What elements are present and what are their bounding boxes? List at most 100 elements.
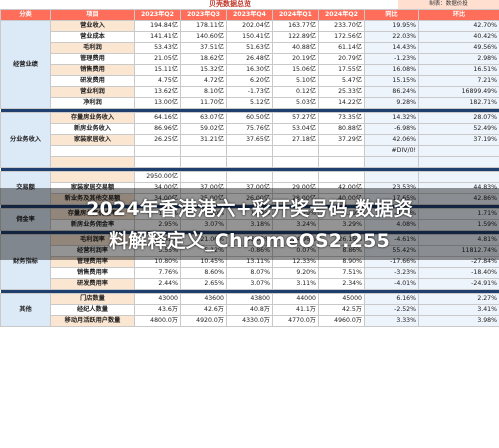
qoq-cell[interactable]: 42.86% (418, 193, 499, 205)
item-cell[interactable]: 销售费用率 (50, 267, 135, 279)
value-cell[interactable]: 64.16亿 (134, 112, 181, 124)
value-cell[interactable]: 6.20亿 (226, 75, 273, 87)
qoq-cell[interactable]: 3.41% (418, 304, 499, 316)
value-cell[interactable]: 26.48亿 (226, 53, 273, 65)
value-cell[interactable]: 5.10亿 (272, 75, 319, 87)
qoq-cell[interactable]: 49.56% (418, 42, 499, 54)
qoq-cell[interactable]: 28.07% (418, 112, 499, 124)
value-cell[interactable]: 150.41亿 (226, 31, 273, 43)
value-cell[interactable]: 42.5万 (318, 304, 365, 316)
value-cell[interactable]: 4.72亿 (180, 75, 227, 87)
value-cell[interactable]: 7.76% (134, 267, 181, 279)
value-cell[interactable]: 2.65% (180, 278, 227, 290)
item-cell[interactable]: 营业收入 (50, 20, 135, 32)
value-cell[interactable]: -1.73亿 (226, 86, 273, 98)
value-cell[interactable]: 141.41亿 (134, 31, 181, 43)
qoq-cell[interactable]: 7.21% (418, 75, 499, 87)
qoq-cell[interactable] (418, 145, 499, 157)
value-cell[interactable]: 5.03亿 (272, 97, 319, 109)
yoy-cell[interactable]: -2.52% (364, 304, 419, 316)
value-cell[interactable]: 3.11% (272, 278, 319, 290)
value-cell[interactable]: 43000 (134, 293, 181, 305)
item-cell[interactable] (50, 145, 135, 157)
value-cell[interactable]: 8.60% (180, 267, 227, 279)
value-cell[interactable]: 15.11亿 (134, 64, 181, 76)
item-cell[interactable]: 研发费用 (50, 75, 135, 87)
yoy-cell[interactable]: 15.15% (364, 75, 419, 87)
value-cell[interactable]: 25.33亿 (318, 86, 365, 98)
qoq-cell[interactable]: 1.59% (418, 219, 499, 231)
item-cell[interactable] (50, 156, 135, 168)
item-cell[interactable]: 经纪人数量 (50, 304, 135, 316)
value-cell[interactable]: 59.02亿 (180, 123, 227, 135)
qoq-cell[interactable]: 16899.49% (418, 86, 499, 98)
qoq-cell[interactable]: 16.51% (418, 64, 499, 76)
yoy-cell[interactable]: 14.32% (364, 112, 419, 124)
item-cell[interactable]: 存量房业务收入 (50, 112, 135, 124)
value-cell[interactable]: 18.62亿 (180, 53, 227, 65)
value-cell[interactable]: 73.35亿 (318, 112, 365, 124)
value-cell[interactable] (272, 171, 319, 183)
value-cell[interactable]: 0.12亿 (272, 86, 319, 98)
qoq-cell[interactable] (418, 171, 499, 183)
category-cell[interactable]: 其他 (0, 293, 51, 327)
value-cell[interactable]: 7.51% (318, 267, 365, 279)
value-cell[interactable]: 26.25亿 (134, 134, 181, 146)
category-cell[interactable]: 财务指标 (0, 234, 51, 290)
value-cell[interactable]: 4.75亿 (134, 75, 181, 87)
value-cell[interactable]: 53.04亿 (272, 123, 319, 135)
value-cell[interactable]: 27.18亿 (272, 134, 319, 146)
value-cell[interactable]: 3.07% (226, 278, 273, 290)
value-cell[interactable]: 2950.00亿 (134, 171, 181, 183)
category-cell[interactable]: 佣金率 (0, 208, 51, 231)
value-cell[interactable]: 43800 (226, 293, 273, 305)
value-cell[interactable] (226, 156, 273, 168)
item-cell[interactable]: 营业利润 (50, 86, 135, 98)
value-cell[interactable] (318, 171, 365, 183)
yoy-cell[interactable] (364, 171, 419, 183)
qoq-cell[interactable]: -18.40% (418, 267, 499, 279)
value-cell[interactable]: 3.29% (318, 219, 365, 231)
value-cell[interactable]: 28.00亿 (272, 193, 319, 205)
value-cell[interactable]: 42.6万 (180, 304, 227, 316)
qoq-cell[interactable]: 40.42% (418, 31, 499, 43)
item-cell[interactable]: 管理费用 (50, 53, 135, 65)
item-cell[interactable]: 营业成本 (50, 31, 135, 43)
value-cell[interactable]: 140.60亿 (180, 31, 227, 43)
column-header[interactable]: 2023年Q2 (134, 9, 181, 21)
yoy-cell[interactable]: 14.43% (364, 42, 419, 54)
value-cell[interactable] (318, 156, 365, 168)
value-cell[interactable]: 11.70亿 (180, 97, 227, 109)
value-cell[interactable]: 202.04亿 (226, 20, 273, 32)
value-cell[interactable] (272, 145, 319, 157)
value-cell[interactable]: 44000 (272, 293, 319, 305)
category-cell[interactable]: 分业务收入 (0, 112, 51, 168)
qoq-cell[interactable]: 2.27% (418, 293, 499, 305)
value-cell[interactable]: 21.05亿 (134, 53, 181, 65)
value-cell[interactable]: 172.56亿 (318, 31, 365, 43)
qoq-cell[interactable]: 37.19% (418, 134, 499, 146)
value-cell[interactable]: 5.47亿 (318, 75, 365, 87)
yoy-cell[interactable]: -4.01% (364, 278, 419, 290)
value-cell[interactable]: 2.44% (134, 278, 181, 290)
value-cell[interactable]: 8.10亿 (180, 86, 227, 98)
qoq-cell[interactable]: 2.98% (418, 53, 499, 65)
yoy-cell[interactable]: 22.03% (364, 31, 419, 43)
item-cell[interactable]: 销售费用 (50, 64, 135, 76)
yoy-cell[interactable]: 4.08% (364, 219, 419, 231)
value-cell[interactable]: 8.07% (226, 267, 273, 279)
item-cell[interactable]: 新房业务佣金率 (50, 219, 135, 231)
value-cell[interactable]: 4920.0万 (180, 315, 227, 327)
value-cell[interactable]: 194.84亿 (134, 20, 181, 32)
column-header[interactable]: 分类 (0, 9, 51, 21)
value-cell[interactable]: 40.00亿 (318, 193, 365, 205)
value-cell[interactable] (180, 171, 227, 183)
value-cell[interactable]: 122.89亿 (272, 31, 319, 43)
value-cell[interactable]: 178.11亿 (180, 20, 227, 32)
value-cell[interactable]: 75.76亿 (226, 123, 273, 135)
qoq-cell[interactable]: 182.71% (418, 97, 499, 109)
value-cell[interactable]: 40.8万 (226, 304, 273, 316)
column-header[interactable]: 2023年Q3 (180, 9, 227, 21)
value-cell[interactable]: 16.30亿 (226, 64, 273, 76)
value-cell[interactable]: 15.32亿 (180, 64, 227, 76)
